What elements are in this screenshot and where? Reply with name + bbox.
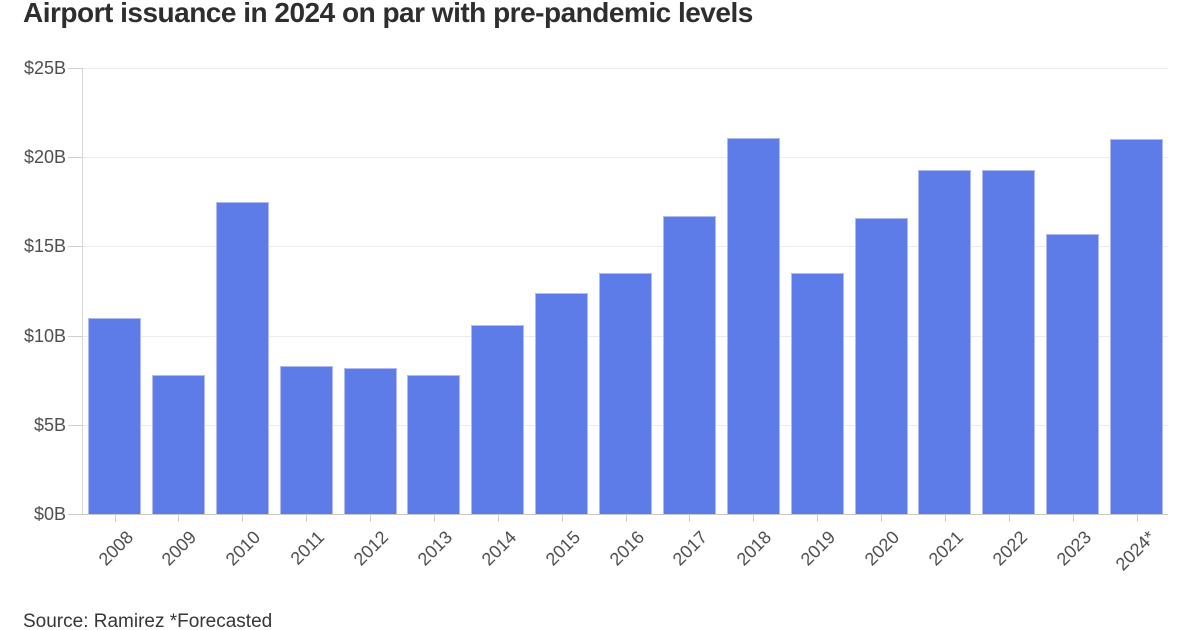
bar-2013	[407, 374, 461, 514]
x-tick-mark	[114, 515, 116, 522]
x-axis-line	[82, 514, 1168, 515]
bar-2020	[854, 217, 908, 514]
y-axis-tick-label: $10B	[23, 325, 66, 346]
x-tick-mark	[306, 515, 308, 522]
gridline	[82, 157, 1168, 159]
gridline	[82, 68, 1168, 69]
x-tick-mark	[433, 515, 435, 522]
x-tick-mark	[817, 515, 819, 522]
x-tick-mark	[881, 515, 882, 522]
bar-2021	[918, 169, 972, 514]
chart-title: Airport issuance in 2024 on par with pre…	[23, 0, 753, 28]
y-axis-tick-label: $0B	[33, 504, 66, 524]
bar-2022	[982, 169, 1036, 514]
x-tick-mark	[1136, 515, 1138, 522]
y-axis-line	[82, 68, 83, 514]
bar-2014	[471, 324, 525, 514]
x-tick-mark	[242, 515, 244, 522]
bar-2017	[662, 216, 716, 514]
x-tick-mark	[497, 515, 499, 522]
x-tick-mark	[944, 515, 946, 522]
x-tick-mark	[689, 515, 691, 522]
x-tick-mark	[370, 515, 371, 522]
bar-2009	[151, 374, 205, 514]
bar-2010	[215, 201, 269, 514]
gridline	[82, 246, 1168, 248]
source-note: Source: Ramirez *Forecasted	[23, 611, 273, 630]
y-tick-mark	[68, 514, 82, 515]
bar-2018	[726, 137, 780, 514]
bar-2011	[279, 365, 333, 514]
x-tick-mark	[561, 515, 563, 522]
bar-2008	[88, 317, 141, 514]
y-axis-tick-label: $5B	[33, 414, 66, 435]
bar-2019	[790, 273, 844, 514]
x-tick-mark	[625, 515, 627, 522]
x-tick-mark	[753, 515, 755, 522]
bar-2012	[343, 367, 397, 514]
x-tick-mark	[178, 515, 180, 522]
x-tick-mark	[1008, 515, 1010, 522]
y-axis-tick-label: $25B	[23, 58, 66, 78]
y-axis-tick-label: $20B	[23, 147, 66, 168]
x-tick-mark	[1072, 515, 1074, 522]
bar-2015	[535, 292, 589, 514]
y-tick-mark	[68, 335, 82, 337]
y-axis-tick-label: $15B	[23, 236, 66, 257]
bar-2024*	[1110, 139, 1163, 514]
y-tick-mark	[68, 424, 82, 426]
y-tick-mark	[68, 157, 82, 159]
y-tick-mark	[68, 246, 82, 248]
bar-2023	[1046, 233, 1100, 514]
bar-2016	[599, 273, 652, 514]
y-tick-mark	[68, 68, 82, 69]
